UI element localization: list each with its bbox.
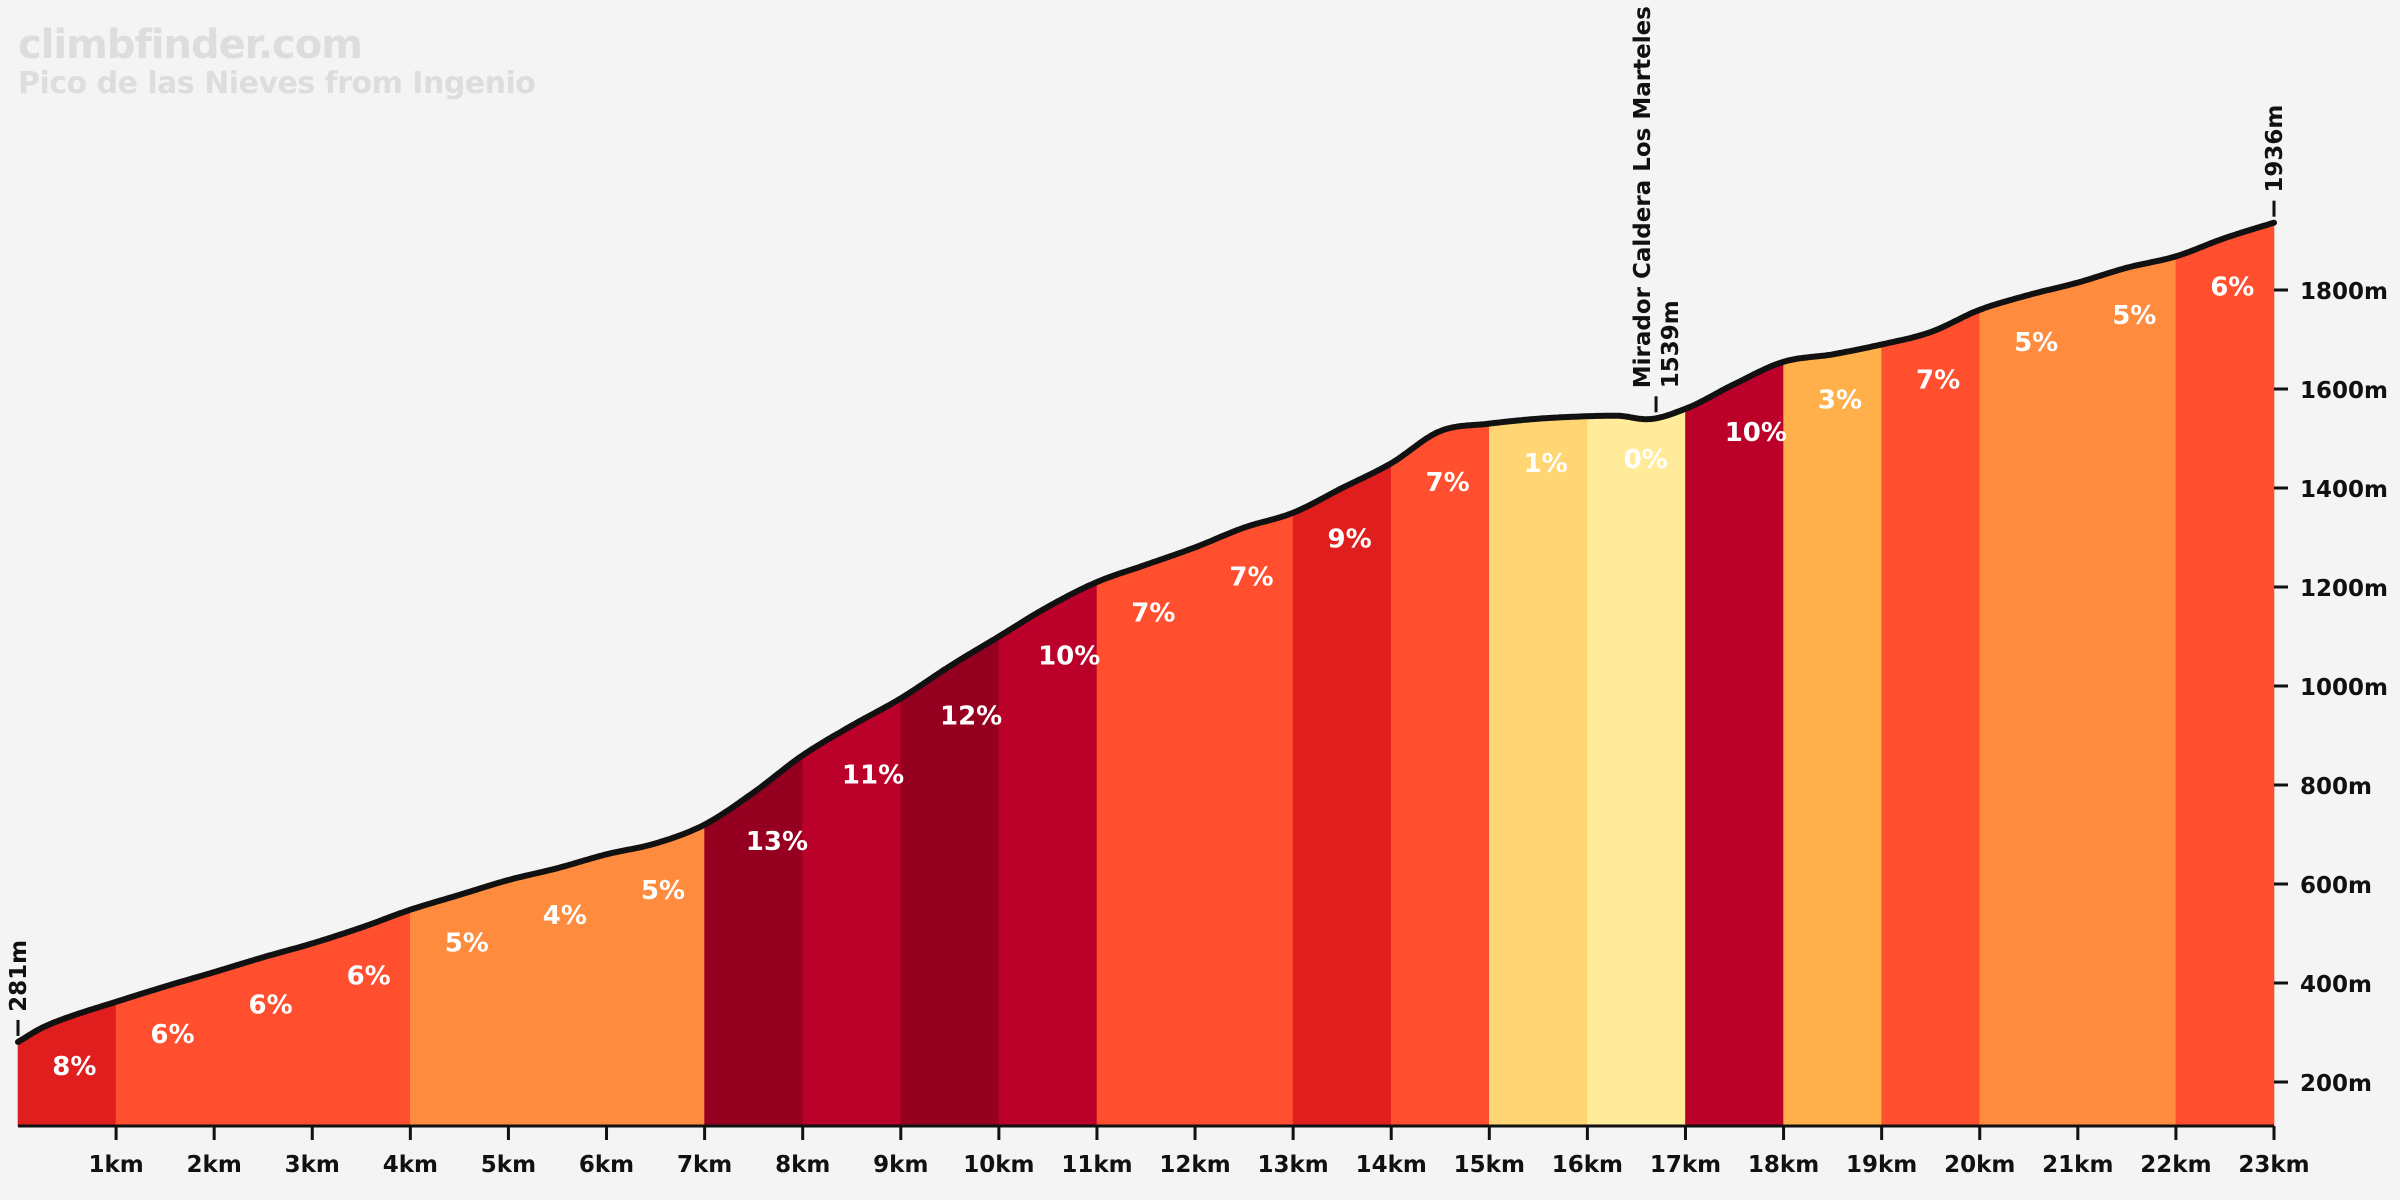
x-tick-label-22: 22km [2140,1152,2211,1178]
gradient-segment-8 [1096,512,1294,1127]
y-tick-label-200: 200m [2300,1071,2372,1097]
profile-line-group [15,219,2277,1045]
gradient-label-1: 8% [52,1052,96,1082]
y-tick-label-1000: 1000m [2300,675,2388,701]
y-tick-label-600: 600m [2300,873,2372,899]
gradient-segment-17 [2175,222,2275,1127]
y-axis: 200m 400m 600m 800m 1000m 1200m 1400m 1600m 1800… [2274,279,2388,1097]
x-tick-label-8: 8km [775,1152,830,1178]
annotation-elevation-2: 1539m [1658,300,1684,388]
y-tick-label-1800: 1800m [2300,279,2388,305]
x-tick-label-1: 1km [88,1152,143,1178]
x-tick-label-9: 9km [873,1152,928,1178]
gradient-label-8: 13% [746,827,808,857]
x-tick-label-15: 15km [1454,1152,1525,1178]
x-tick-label-10: 10km [963,1152,1034,1178]
x-tick-label-12: 12km [1159,1152,1230,1178]
gradient-label-16: 1% [1524,449,1568,479]
y-tick-label-400: 400m [2300,972,2372,998]
gradient-segments [17,222,2275,1127]
gradient-segment-15 [1881,309,1980,1127]
chart-subtitle: Pico de las Nieves from Ingenio [18,66,536,101]
x-tick-label-19: 19km [1846,1152,1917,1178]
x-tick-label-3: 3km [285,1152,340,1178]
chart-title: climbfinder.com [18,22,363,68]
x-tick-label-21: 21km [2042,1152,2113,1178]
gradient-segment-14 [1783,344,1882,1127]
gradient-label-14: 9% [1328,525,1372,555]
x-tick-label-20: 20km [1944,1152,2015,1178]
gradient-label-17: 0% [1624,445,1668,475]
gradient-label-18: 10% [1725,418,1787,448]
gradient-label-13: 7% [1229,562,1273,592]
gradient-label-3: 6% [249,991,293,1021]
x-tick-label-17: 17km [1650,1152,1721,1178]
annotations: 281m Mirador Caldera Los Marteles 1539m 193… [6,6,2288,1036]
gradient-segment-13 [1685,361,1784,1127]
y-tick-label-1600: 1600m [2300,378,2388,404]
x-axis: 1km 2km 3km 4km 5km 6km 7km 8km 9km 10km 11km 12km 1… [18,1124,2310,1178]
gradient-label-7: 5% [641,876,685,906]
x-tick-label-2: 2km [187,1152,242,1178]
x-tick-label-7: 7km [677,1152,732,1178]
y-tick-label-1400: 1400m [2300,477,2388,503]
y-tick-label-800: 800m [2300,774,2372,800]
gradient-label-6: 4% [543,901,587,931]
gradient-label-5: 5% [445,928,489,958]
elevation-line [15,219,2277,1045]
gradient-label-22: 5% [2112,301,2156,331]
gradient-segment-11 [1489,415,1588,1127]
gradient-label-9: 11% [842,760,904,790]
gradient-segment-4 [704,754,803,1127]
gradient-label-2: 6% [150,1020,194,1050]
x-tick-label-18: 18km [1748,1152,1819,1178]
x-tick-label-16: 16km [1552,1152,1623,1178]
gradient-segment-16 [1979,255,2177,1127]
gradient-label-23: 6% [2210,273,2254,303]
gradient-label-19: 3% [1818,385,1862,415]
gradient-segment-9 [1292,462,1392,1127]
gradient-label-10: 12% [940,702,1002,732]
gradient-segment-12 [1587,408,1686,1127]
gradient-label-21: 5% [2014,328,2058,358]
annotation-elevation-3: 1936m [2262,105,2288,193]
x-tick-label-6: 6km [579,1152,634,1178]
annotation-elevation-1: 281m [6,940,32,1012]
x-tick-label-11: 11km [1061,1152,1132,1178]
x-tick-label-14: 14km [1356,1152,1427,1178]
gradient-label-15: 7% [1426,468,1470,498]
gradient-label-12: 7% [1131,599,1175,629]
x-tick-label-13: 13km [1257,1152,1328,1178]
gradient-label-11: 10% [1038,641,1100,671]
x-tick-label-5: 5km [481,1152,536,1178]
gradient-segment-10 [1390,423,1490,1127]
gradient-label-20: 7% [1916,366,1960,396]
x-tick-label-4: 4km [383,1152,438,1178]
x-tick-label-23: 23km [2238,1152,2309,1178]
y-tick-label-1200: 1200m [2300,576,2388,602]
annotation-name-2: Mirador Caldera Los Marteles [1630,6,1656,388]
gradient-label-4: 6% [347,962,391,992]
gradient-labels: 8% 6% 6% 6% 5% 4% 5% 13% 11% 12% 10% 7% 7% 9% 7% 1% 0% 10… [52,273,2254,1083]
